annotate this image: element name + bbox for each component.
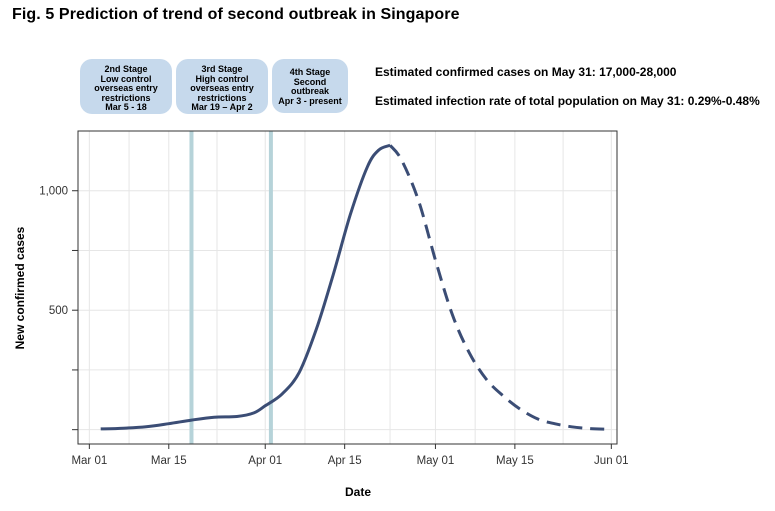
x-tick-label: Apr 01 xyxy=(248,455,282,467)
x-tick-label: Jun 01 xyxy=(594,455,629,467)
stage-markers xyxy=(189,131,273,444)
stage-2-line-4: restrictions xyxy=(101,92,151,103)
x-tick-label: Apr 15 xyxy=(328,455,362,467)
stage-4-line-3: outbreak xyxy=(290,86,329,96)
stage-2-box: 2nd Stage Low control overseas entry res… xyxy=(80,59,172,114)
stage-4-box: 4th Stage Second outbreak Apr 3 - presen… xyxy=(272,59,348,113)
observed-trend-line xyxy=(100,143,391,431)
x-tick-label: May 15 xyxy=(496,455,534,467)
chart-title: Fig. 5 Prediction of trend of second out… xyxy=(12,6,460,23)
x-ticks: Mar 01 Mar 15 Apr 01 Apr 15 May 01 May 15 Jun … xyxy=(71,444,629,467)
grid-lines xyxy=(78,131,617,444)
stage-3-line-5: Mar 19 – Apr 2 xyxy=(191,102,253,112)
x-tick-label: Mar 01 xyxy=(71,455,107,467)
stage-4-line-2: Second xyxy=(293,76,327,87)
stage-3-box: 3rd Stage High control overseas entry re… xyxy=(176,59,268,114)
y-axis-label: New confirmed cases xyxy=(13,226,27,349)
stage-3-line-2: High control xyxy=(195,73,249,84)
stage-3-line-4: restrictions xyxy=(197,92,247,103)
y-tick-label: 1,000 xyxy=(39,186,68,198)
stat-infection-rate: Estimated infection rate of total popula… xyxy=(375,94,760,108)
y-ticks: 1,000 500 xyxy=(39,186,78,431)
stage-4-line-1: 4th Stage xyxy=(289,67,331,77)
plot-frame xyxy=(77,130,618,445)
stage-2-line-3: overseas entry xyxy=(94,83,158,93)
stage-2-line-2: Low control xyxy=(100,73,152,84)
stage-3-line-3: overseas entry xyxy=(190,83,254,93)
x-axis-label: Date xyxy=(345,485,371,499)
stage-4-line-4: Apr 3 - present xyxy=(278,95,342,106)
stage-2-line-1: 2nd Stage xyxy=(104,64,148,74)
stage-3-line-1: 3rd Stage xyxy=(201,64,243,74)
stage-2-line-5: Mar 5 - 18 xyxy=(105,102,147,112)
predicted-trend-line xyxy=(388,144,606,431)
x-tick-label: May 01 xyxy=(417,455,455,467)
series-layer xyxy=(100,143,606,431)
y-tick-label: 500 xyxy=(49,305,68,317)
x-tick-label: Mar 15 xyxy=(151,455,187,467)
stat-confirmed-cases: Estimated confirmed cases on May 31: 17,… xyxy=(375,65,677,79)
